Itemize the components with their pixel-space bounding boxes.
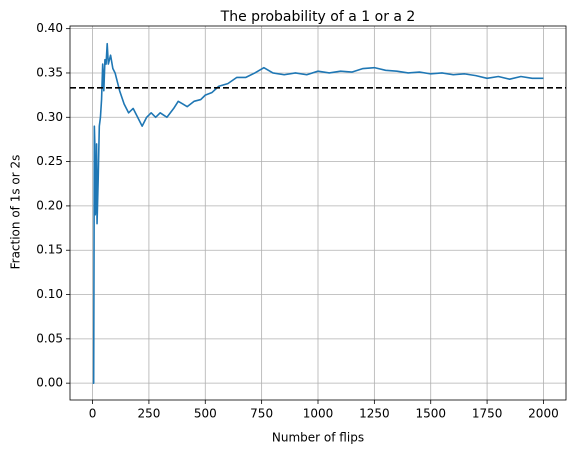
x-tick-label: 500 xyxy=(194,407,217,421)
x-tick-label: 1750 xyxy=(472,407,503,421)
x-tick-label: 0 xyxy=(89,407,97,421)
x-tick-label: 1250 xyxy=(359,407,390,421)
x-tick-label: 750 xyxy=(250,407,273,421)
y-tick-label: 0.20 xyxy=(36,198,63,212)
y-tick-label: 0.25 xyxy=(36,154,63,168)
y-tick-label: 0.10 xyxy=(36,287,63,301)
y-tick-label: 0.30 xyxy=(36,110,63,124)
y-axis-label: Fraction of 1s or 2s xyxy=(9,155,23,270)
y-tick-label: 0.40 xyxy=(36,21,63,35)
y-tick-label: 0.00 xyxy=(36,376,63,390)
y-tick-label: 0.35 xyxy=(36,65,63,79)
plot-frame xyxy=(69,25,567,401)
x-tick-label: 1500 xyxy=(415,407,446,421)
x-axis-label: Number of flips xyxy=(272,431,364,445)
x-tick-label: 2000 xyxy=(528,407,559,421)
y-tick-label: 0.05 xyxy=(36,331,63,345)
x-tick-label: 1000 xyxy=(303,407,334,421)
chart-title: The probability of a 1 or a 2 xyxy=(220,9,416,25)
x-tick-label: 250 xyxy=(137,407,160,421)
y-tick-label: 0.15 xyxy=(36,243,63,257)
data-line xyxy=(92,42,544,384)
